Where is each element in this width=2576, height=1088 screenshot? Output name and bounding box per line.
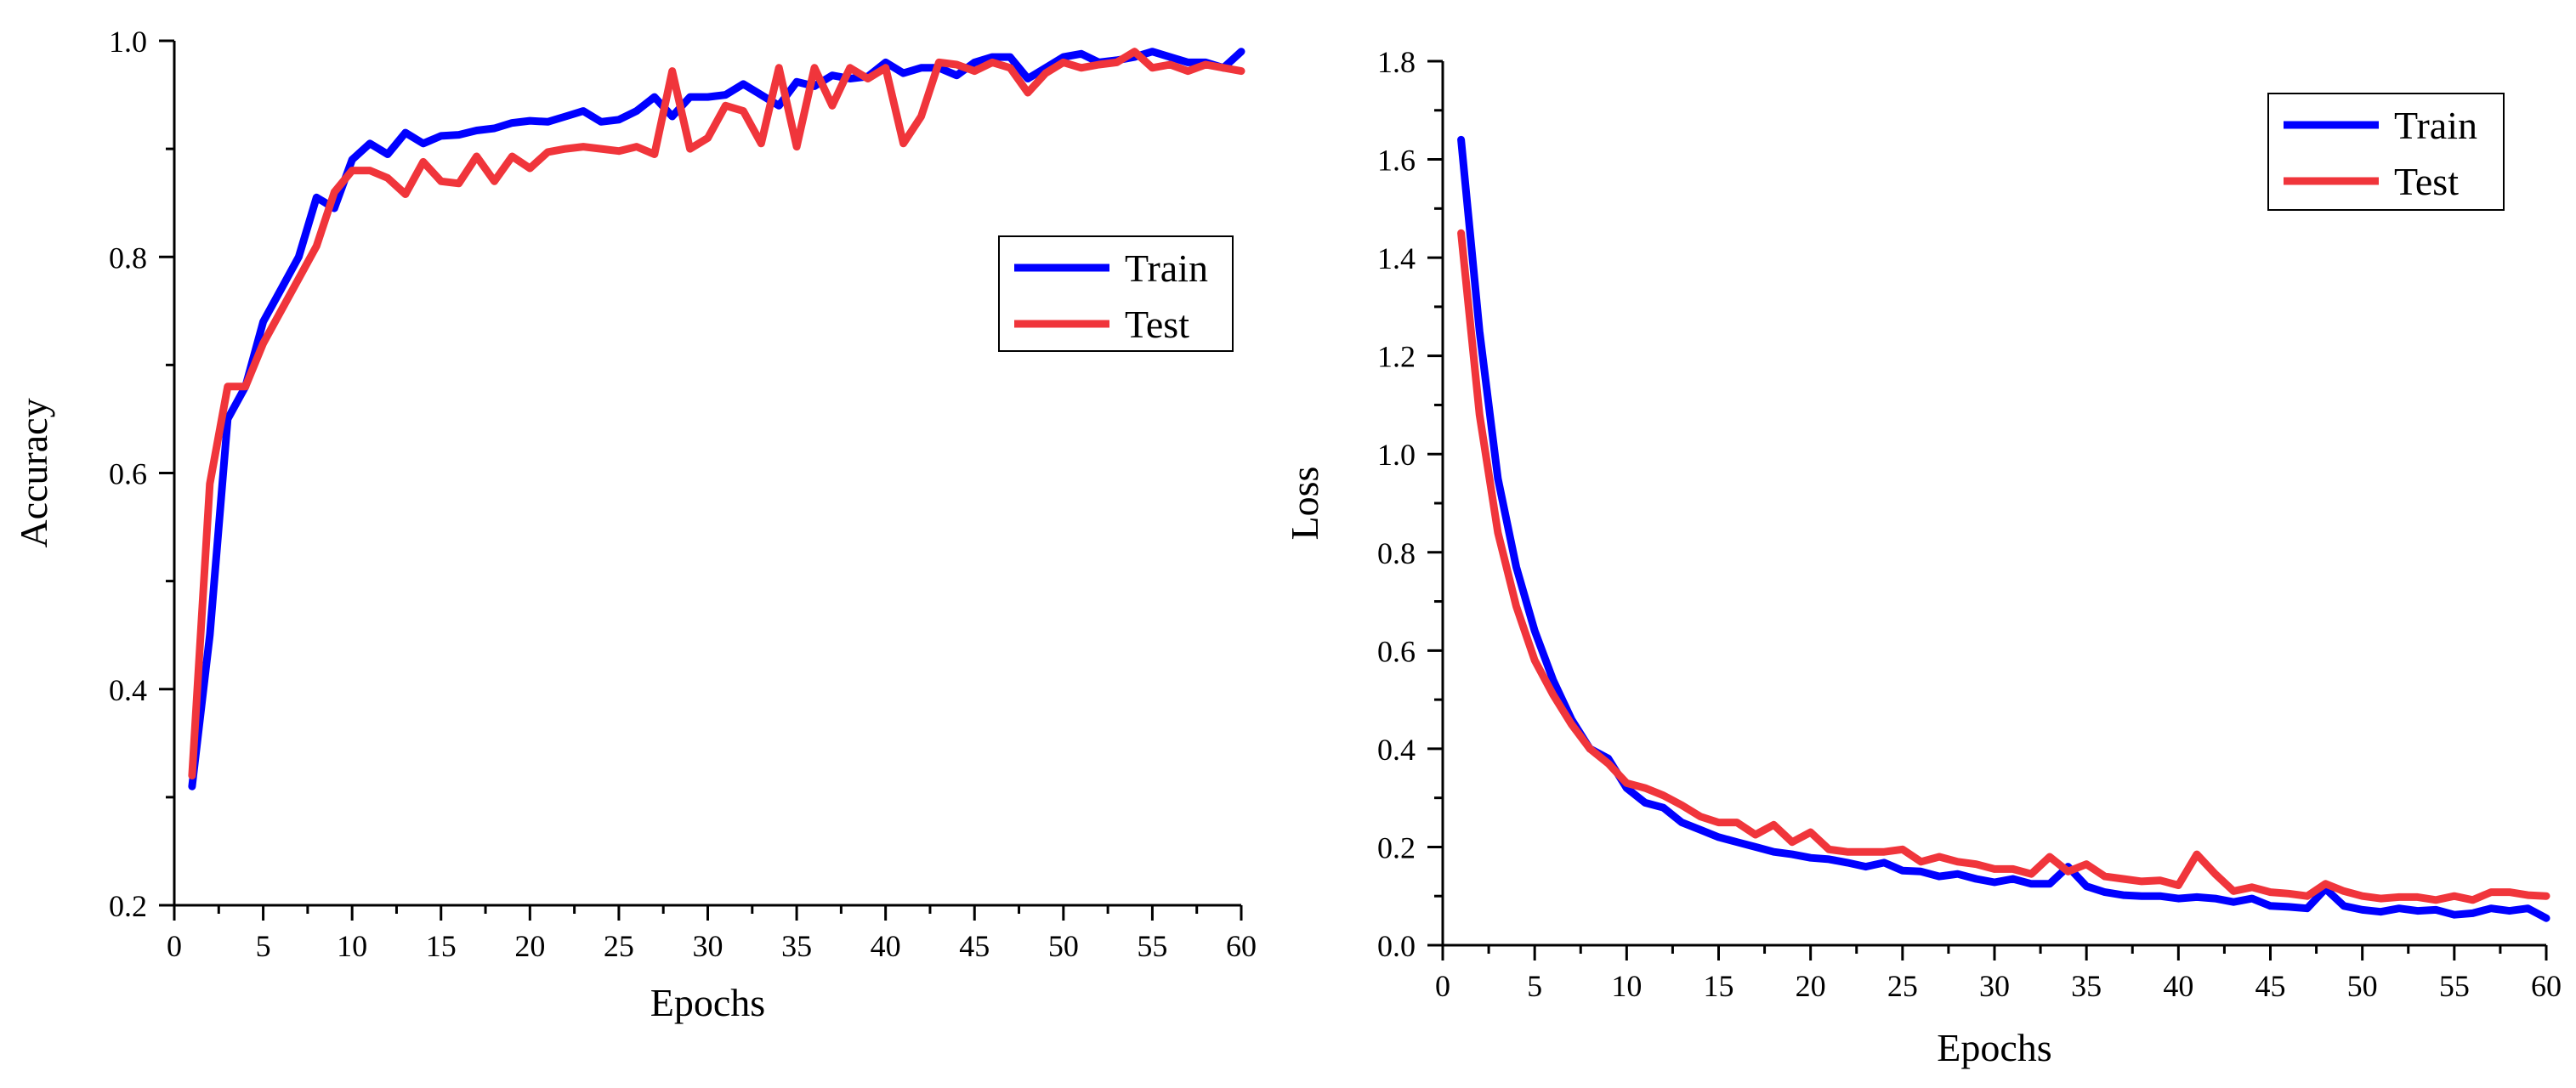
loss-x-tick-label: 25: [1887, 969, 1918, 1003]
accuracy-y-tick-label: 0.2: [109, 889, 147, 923]
loss-y-tick-label: 1.0: [1377, 438, 1416, 472]
loss-legend-label-train: Train: [2394, 104, 2477, 147]
accuracy-x-tick-label: 0: [167, 929, 182, 963]
accuracy-x-tick-label: 40: [871, 929, 901, 963]
accuracy-x-tick-label: 55: [1137, 929, 1167, 963]
loss-legend-label-test: Test: [2394, 160, 2459, 203]
accuracy-y-tick-label: 0.4: [109, 673, 147, 707]
accuracy-series-test-line: [188, 48, 1245, 779]
loss-legend: Train Test: [2267, 93, 2505, 211]
accuracy-x-tick-label: 5: [256, 929, 271, 963]
accuracy-x-tick-label: 20: [514, 929, 545, 963]
loss-x-tick-label: 45: [2255, 969, 2286, 1003]
loss-x-tick-label: 20: [1796, 969, 1826, 1003]
accuracy-series-train-line: [188, 48, 1245, 790]
loss-x-tick-label: 10: [1611, 969, 1642, 1003]
accuracy-legend: Train Test: [998, 235, 1234, 352]
loss-panel: 0 5 10 15 20 25 30 35 40 45 50 55 60 0.0 0.2 0.4 0.6 0.8 1…: [1283, 45, 2562, 1069]
loss-x-tick-label: 30: [1979, 969, 2010, 1003]
loss-x-tick-label: 50: [2347, 969, 2378, 1003]
loss-series-test-line: [1457, 229, 2550, 904]
loss-y-tick-label: 0.2: [1377, 830, 1416, 864]
accuracy-y-tick-label: 0.8: [109, 241, 147, 275]
accuracy-legend-box: [998, 235, 1234, 352]
loss-legend-box: [2267, 93, 2505, 211]
accuracy-x-tick-label: 10: [337, 929, 367, 963]
loss-y-tick-label: 1.8: [1377, 45, 1416, 79]
loss-x-tick-label: 40: [2163, 969, 2193, 1003]
loss-x-tick-label: 0: [1435, 969, 1450, 1003]
loss-series-train-line: [1457, 135, 2550, 922]
loss-x-tick-label: 5: [1527, 969, 1542, 1003]
accuracy-x-tick-label: 25: [604, 929, 634, 963]
accuracy-y-axis-title: Accuracy: [12, 398, 55, 547]
accuracy-panel: 0 5 10 15 20 25 30 35 40 45 50 55 60 0.2 0.4 0.6 0.8 1.0 E…: [12, 25, 1257, 1024]
loss-y-tick-label: 0.6: [1377, 634, 1416, 668]
accuracy-legend-label-test: Test: [1125, 303, 1189, 346]
accuracy-y-tick-label: 1.0: [109, 25, 147, 59]
accuracy-legend-label-train: Train: [1125, 246, 1208, 290]
loss-x-tick-label: 55: [2439, 969, 2470, 1003]
accuracy-x-tick-label: 15: [426, 929, 457, 963]
loss-x-tick-label: 15: [1704, 969, 1734, 1003]
accuracy-x-tick-label: 45: [959, 929, 990, 963]
loss-y-axis-title: Loss: [1283, 467, 1326, 541]
loss-y-tick-label: 1.6: [1377, 144, 1416, 178]
accuracy-x-axis-title: Epochs: [650, 981, 765, 1024]
loss-x-tick-label: 35: [2071, 969, 2102, 1003]
loss-x-tick-label: 60: [2531, 969, 2562, 1003]
accuracy-x-tick-label: 50: [1048, 929, 1079, 963]
accuracy-x-tick-label: 30: [693, 929, 723, 963]
loss-y-tick-label: 0.0: [1377, 929, 1416, 963]
loss-x-axis-title: Epochs: [1937, 1026, 2051, 1069]
accuracy-x-tick-label: 35: [781, 929, 812, 963]
loss-y-tick-label: 1.4: [1377, 241, 1416, 275]
loss-y-tick-label: 1.2: [1377, 340, 1416, 374]
loss-y-tick-label: 0.4: [1377, 733, 1416, 767]
accuracy-x-tick-label: 60: [1226, 929, 1257, 963]
loss-y-tick-label: 0.8: [1377, 536, 1416, 570]
accuracy-y-tick-label: 0.6: [109, 457, 147, 491]
